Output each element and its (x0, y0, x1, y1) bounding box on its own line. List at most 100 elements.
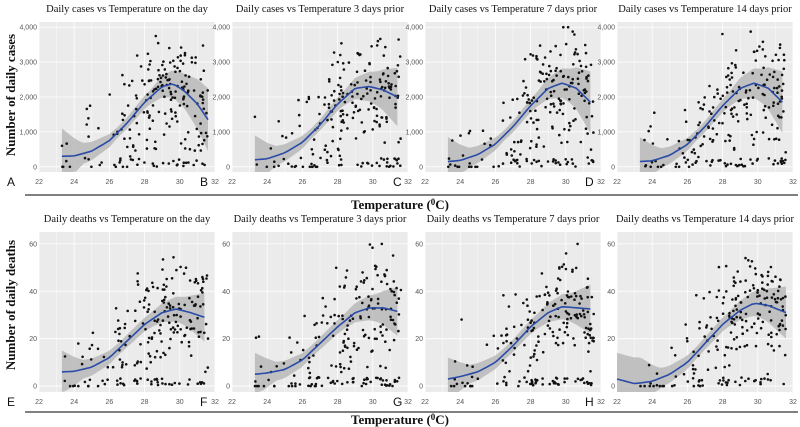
data-point (686, 380, 690, 383)
data-point (702, 297, 706, 300)
data-point (146, 378, 149, 382)
data-point (728, 311, 731, 315)
data-point (736, 164, 739, 168)
data-point (169, 92, 173, 96)
data-point (756, 157, 759, 161)
x-tick-label: 28 (334, 399, 342, 406)
data-point (88, 104, 92, 107)
data-point (156, 381, 159, 384)
data-point (137, 133, 141, 136)
data-point (201, 91, 205, 94)
data-point (351, 380, 355, 384)
data-point (126, 104, 130, 107)
data-point (773, 70, 776, 74)
data-point (574, 48, 578, 51)
data-point (128, 155, 132, 158)
y-tick-label: 3,000 (405, 60, 423, 67)
data-point (525, 120, 529, 124)
data-point (156, 77, 160, 81)
data-point (342, 366, 346, 370)
data-point (254, 336, 258, 340)
data-point (382, 158, 386, 161)
data-point (751, 162, 754, 165)
data-point (372, 106, 376, 109)
data-point (168, 46, 171, 50)
x-tick-label: 22 (613, 399, 621, 406)
data-point (734, 49, 738, 52)
data-point (535, 344, 538, 347)
data-point (552, 304, 555, 308)
data-point (709, 316, 712, 319)
data-point (192, 89, 196, 92)
data-point (576, 77, 580, 80)
data-point (557, 97, 561, 100)
data-point (778, 344, 781, 348)
data-point (182, 97, 185, 101)
data-point (315, 322, 318, 325)
data-point (554, 69, 557, 73)
data-point (206, 337, 210, 340)
data-point (259, 365, 263, 368)
x-tick-label: 28 (527, 179, 535, 186)
data-point (587, 341, 591, 345)
data-point (367, 315, 371, 319)
data-point (532, 121, 535, 124)
data-point (167, 302, 170, 305)
data-point (369, 89, 372, 92)
data-point (201, 142, 204, 146)
data-point (118, 161, 121, 164)
data-point (170, 117, 174, 121)
panel-title: Daily cases vs Temperature 14 days prior (618, 4, 792, 15)
data-point (703, 335, 706, 338)
data-point (307, 384, 310, 388)
data-point (519, 153, 522, 156)
data-point (742, 165, 745, 168)
data-point (311, 152, 315, 156)
data-point (510, 154, 514, 157)
data-point (555, 74, 558, 77)
data-point (507, 305, 511, 308)
data-point (754, 344, 758, 348)
data-point (253, 384, 257, 388)
data-point (541, 63, 545, 66)
data-point (691, 367, 695, 371)
data-point (378, 123, 381, 126)
data-point (148, 354, 152, 358)
data-point (96, 384, 100, 388)
data-point (730, 71, 733, 75)
data-point (532, 326, 536, 330)
data-point (161, 89, 164, 92)
data-point (546, 160, 550, 163)
data-point (389, 287, 392, 291)
data-point (692, 148, 696, 151)
data-point (136, 163, 139, 166)
data-point (760, 73, 763, 77)
data-point (716, 339, 719, 342)
data-point (749, 113, 753, 117)
data-point (165, 306, 169, 309)
data-point (378, 78, 382, 81)
data-point (517, 384, 520, 388)
data-point (146, 341, 150, 344)
data-point (718, 379, 722, 382)
data-point (68, 384, 72, 388)
data-point (685, 337, 689, 340)
data-point (772, 104, 775, 108)
x-tick-label: 22 (35, 399, 43, 406)
data-point (167, 86, 171, 90)
data-point (532, 355, 535, 358)
data-point (161, 319, 165, 322)
data-point (397, 329, 400, 333)
data-point (331, 63, 334, 67)
data-point (691, 364, 695, 367)
data-point (503, 375, 506, 379)
data-point (386, 74, 390, 78)
data-point (766, 342, 770, 346)
data-point (307, 366, 310, 370)
data-point (750, 260, 754, 263)
data-point (183, 334, 186, 338)
data-point (310, 148, 314, 151)
data-point (711, 158, 714, 162)
x-tick-label: 30 (369, 179, 377, 186)
data-point (761, 287, 764, 291)
